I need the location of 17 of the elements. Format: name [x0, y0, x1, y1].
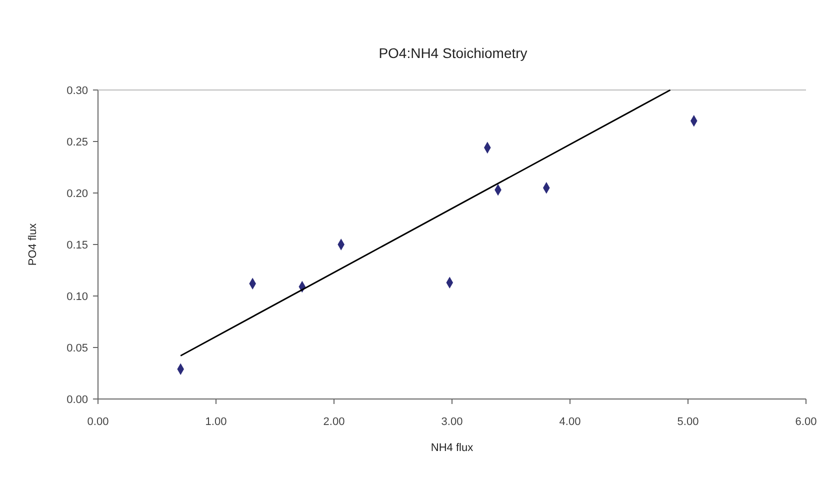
x-tick-label: 0.00 [87, 416, 109, 428]
x-tick-label: 3.00 [441, 416, 463, 428]
y-tick-label: 0.25 [66, 136, 88, 148]
x-tick-label: 5.00 [677, 416, 699, 428]
x-tick-label: 4.00 [559, 416, 581, 428]
y-tick-label: 0.20 [66, 188, 88, 200]
y-tick-label: 0.00 [66, 394, 88, 406]
x-tick-label: 1.00 [205, 416, 227, 428]
y-axis-title: PO4 flux [27, 222, 39, 266]
y-tick-label: 0.30 [66, 85, 88, 97]
y-tick-label: 0.15 [66, 240, 88, 252]
x-tick-label: 2.00 [323, 416, 345, 428]
y-tick-label: 0.10 [66, 291, 88, 303]
x-axis-title: NH4 flux [430, 442, 474, 454]
y-tick-label: 0.05 [66, 342, 88, 354]
chart-title: PO4:NH4 Stoichiometry [378, 45, 528, 61]
x-tick-label: 6.00 [795, 416, 817, 428]
